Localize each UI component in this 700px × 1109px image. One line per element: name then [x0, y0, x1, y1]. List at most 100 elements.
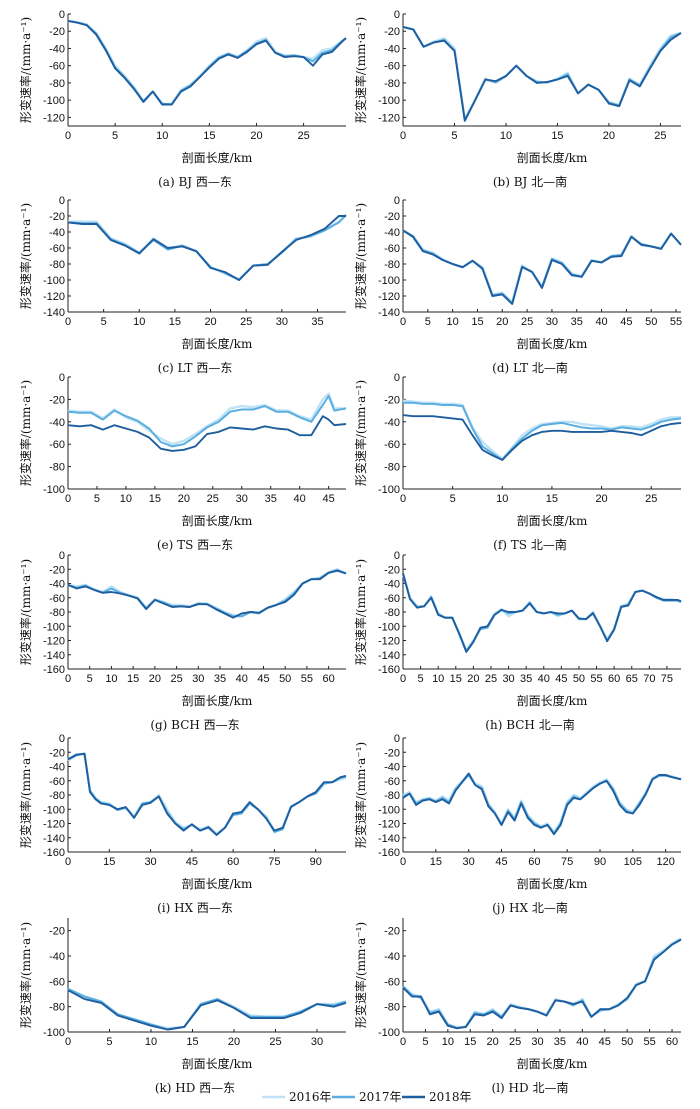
x-axis-label: 剖面长度/km	[517, 150, 588, 165]
x-tick-label: 20	[250, 130, 262, 142]
x-tick-label: 45	[620, 316, 632, 328]
y-tick-label: -160	[378, 664, 400, 676]
x-tick-label: 120	[656, 856, 674, 868]
panel-caption: (i) HX 西—东	[157, 901, 233, 915]
x-tick-label: 15	[450, 673, 462, 685]
y-tick-label: -60	[384, 976, 400, 988]
series-line-2016年	[402, 229, 682, 304]
y-tick-label: -40	[384, 43, 400, 55]
x-tick-label: 55	[643, 1036, 655, 1048]
x-tick-label: 35	[214, 673, 226, 685]
panel-caption: (b) BJ 北—南	[493, 174, 567, 189]
x-tick-label: 0	[65, 316, 71, 328]
y-tick-label: 0	[394, 550, 400, 562]
y-tick-label: 0	[59, 9, 65, 21]
y-tick-label: -20	[384, 747, 400, 759]
x-tick-label: 25	[297, 130, 309, 142]
x-tick-label: 0	[400, 130, 406, 142]
x-tick-label: 0	[400, 316, 406, 328]
x-tick-label: 25	[240, 316, 252, 328]
y-tick-label: -40	[384, 579, 400, 591]
x-tick-label: 20	[149, 673, 161, 685]
x-tick-label: 25	[207, 493, 219, 505]
y-tick-label: -100	[378, 621, 400, 633]
x-axis-label: 剖面长度/km	[517, 876, 588, 891]
series-line-2018年	[67, 215, 346, 281]
y-tick-label: -140	[43, 833, 65, 845]
series-line-2018年	[67, 569, 347, 619]
panel-caption: (h) BCH 北—南	[485, 717, 574, 732]
series-line-2016年	[402, 399, 681, 460]
y-tick-label: -160	[43, 664, 65, 676]
series-line-2018年	[402, 573, 682, 653]
x-tick-label: 50	[621, 1036, 633, 1048]
y-tick-label: -80	[49, 607, 65, 619]
y-tick-label: 0	[394, 372, 400, 384]
y-tick-label: -100	[378, 275, 400, 287]
series-line-2017年	[67, 569, 347, 618]
y-tick-label: -60	[384, 439, 400, 451]
y-axis-label: 形变速率/(mm·a⁻¹)	[18, 922, 33, 1028]
x-tick-label: 0	[65, 1036, 71, 1048]
x-tick-label: 10	[156, 130, 168, 142]
y-tick-label: -40	[384, 762, 400, 774]
y-axis-label: 形变速率/(mm·a⁻¹)	[353, 380, 368, 486]
x-tick-label: 35	[265, 493, 277, 505]
x-tick-label: 30	[192, 673, 204, 685]
y-tick-label: -20	[49, 564, 65, 576]
x-tick-label: 5	[101, 316, 107, 328]
x-axis-label: 剖面长度/km	[517, 336, 588, 351]
y-tick-label: -60	[49, 593, 65, 605]
y-tick-label: -20	[384, 211, 400, 223]
legend: 2016年 2017年 2018年	[262, 1090, 472, 1104]
x-tick-label: 55	[670, 316, 682, 328]
x-tick-label: 20	[228, 1036, 240, 1048]
series-line-2017年	[67, 752, 347, 836]
y-tick-label: -160	[378, 847, 400, 859]
y-axis-label: 形变速率/(mm·a⁻¹)	[18, 380, 33, 486]
x-tick-label: 0	[400, 856, 406, 868]
x-tick-label: 35	[554, 1036, 566, 1048]
x-tick-label: 10	[145, 1036, 157, 1048]
y-tick-label: -40	[49, 762, 65, 774]
x-tick-label: 10	[442, 1036, 454, 1048]
x-tick-label: 45	[323, 493, 335, 505]
x-axis-label: 剖面长度/km	[517, 1056, 588, 1071]
y-tick-label: -100	[43, 484, 65, 496]
x-tick-label: 65	[626, 673, 638, 685]
y-tick-label: -100	[378, 484, 400, 496]
x-tick-label: 30	[276, 316, 288, 328]
y-tick-label: -60	[49, 976, 65, 988]
y-axis-label: 形变速率/(mm·a⁻¹)	[353, 17, 368, 123]
x-tick-label: 20	[487, 1036, 499, 1048]
x-tick-label: 55	[590, 673, 602, 685]
x-tick-label: 50	[573, 673, 585, 685]
x-tick-label: 90	[310, 856, 322, 868]
series-line-2017年	[403, 401, 682, 461]
series-line-2016年	[68, 213, 347, 281]
x-axis-label: 剖面长度/km	[182, 336, 253, 351]
y-tick-label: -20	[49, 26, 65, 38]
y-tick-label: -60	[384, 593, 400, 605]
x-tick-label: 60	[227, 856, 239, 868]
x-tick-label: 0	[65, 673, 71, 685]
y-tick-label: -20	[384, 394, 400, 406]
x-tick-label: 0	[65, 856, 71, 868]
x-tick-label: 50	[279, 673, 291, 685]
panel-caption: (l) HD 北—南	[492, 1080, 569, 1095]
x-tick-label: 40	[294, 493, 306, 505]
y-tick-label: -60	[49, 439, 65, 451]
x-tick-label: 15	[186, 1036, 198, 1048]
x-tick-label: 30	[144, 856, 156, 868]
y-tick-label: -120	[378, 636, 400, 648]
x-tick-label: 5	[87, 673, 93, 685]
y-tick-label: -80	[384, 607, 400, 619]
y-tick-label: -100	[378, 95, 400, 107]
x-tick-label: 20	[178, 493, 190, 505]
series-line-2017年	[67, 395, 347, 448]
x-tick-label: 50	[645, 316, 657, 328]
